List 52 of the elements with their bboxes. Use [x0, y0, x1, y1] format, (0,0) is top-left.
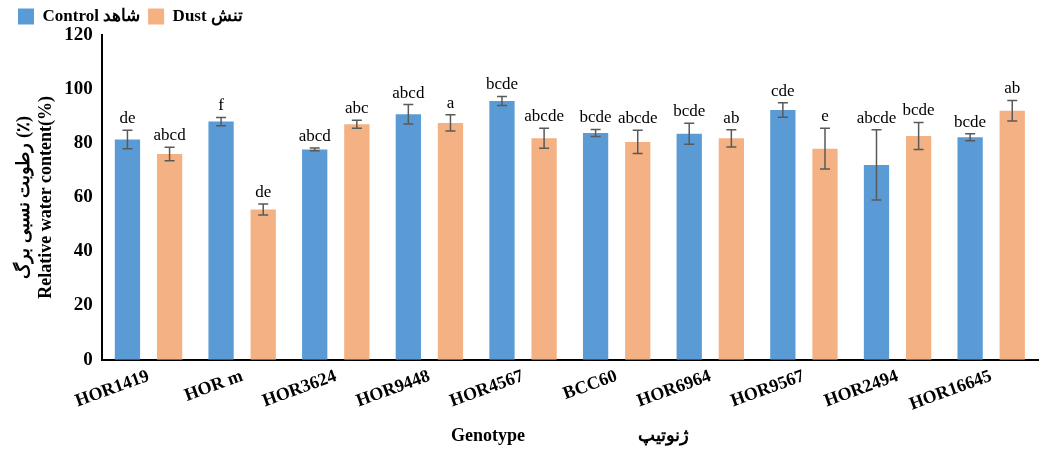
data-label: f: [218, 95, 225, 115]
data-label: abc: [345, 98, 370, 118]
bar: [489, 101, 515, 360]
bar: [250, 209, 276, 360]
data-label: abcde: [524, 106, 564, 126]
data-label: abcde: [617, 108, 658, 128]
data-label: de: [255, 182, 272, 202]
data-label: ab: [1004, 78, 1021, 98]
x-tick-label: BCC60: [560, 365, 620, 404]
bar: [437, 122, 464, 360]
y-tick-label: 120: [64, 22, 93, 44]
data-label: bcde: [485, 74, 519, 94]
bar: [718, 138, 744, 360]
y-tick-label: 40: [73, 239, 93, 261]
data-label: bcde: [579, 107, 612, 127]
data-label: abcd: [153, 125, 187, 145]
data-label: ab: [723, 107, 740, 127]
bar: [863, 164, 890, 360]
data-label: abcd: [298, 126, 332, 146]
bar: [999, 110, 1025, 360]
bar: [302, 149, 328, 360]
legend-label: Control شاهد: [42, 5, 141, 25]
y-tick-label: 20: [73, 293, 93, 315]
data-label: abcde: [856, 107, 897, 127]
legend-label: Dust تنش: [172, 5, 243, 26]
data-label: e: [821, 106, 829, 126]
data-label: a: [446, 92, 455, 112]
bar: [582, 132, 609, 360]
data-label: cde: [771, 80, 795, 100]
bar: [114, 139, 141, 360]
data-label: bcde: [673, 101, 706, 121]
y-tick-label: 60: [73, 185, 93, 207]
data-label: abcd: [392, 82, 425, 102]
bar: [344, 124, 370, 360]
data-label: bcde: [902, 100, 935, 120]
x-tick-label: HOR m: [181, 365, 246, 405]
data-label: de: [119, 108, 136, 128]
bar: [905, 135, 932, 360]
y-tick-label: 100: [64, 77, 93, 99]
bar: [625, 141, 651, 360]
bar: [531, 138, 557, 360]
bar: [395, 114, 421, 360]
bar: [770, 109, 796, 360]
y-tick-label: 80: [73, 131, 93, 153]
y-tick-label: 0: [83, 347, 93, 369]
bar: [957, 137, 983, 360]
data-label: bcde: [954, 111, 987, 131]
bar: [208, 121, 234, 360]
bar: [156, 154, 183, 360]
x-axis-title: Genotype ژنوتیپ: [451, 424, 689, 446]
bar: [812, 148, 838, 360]
bar: [676, 133, 702, 360]
